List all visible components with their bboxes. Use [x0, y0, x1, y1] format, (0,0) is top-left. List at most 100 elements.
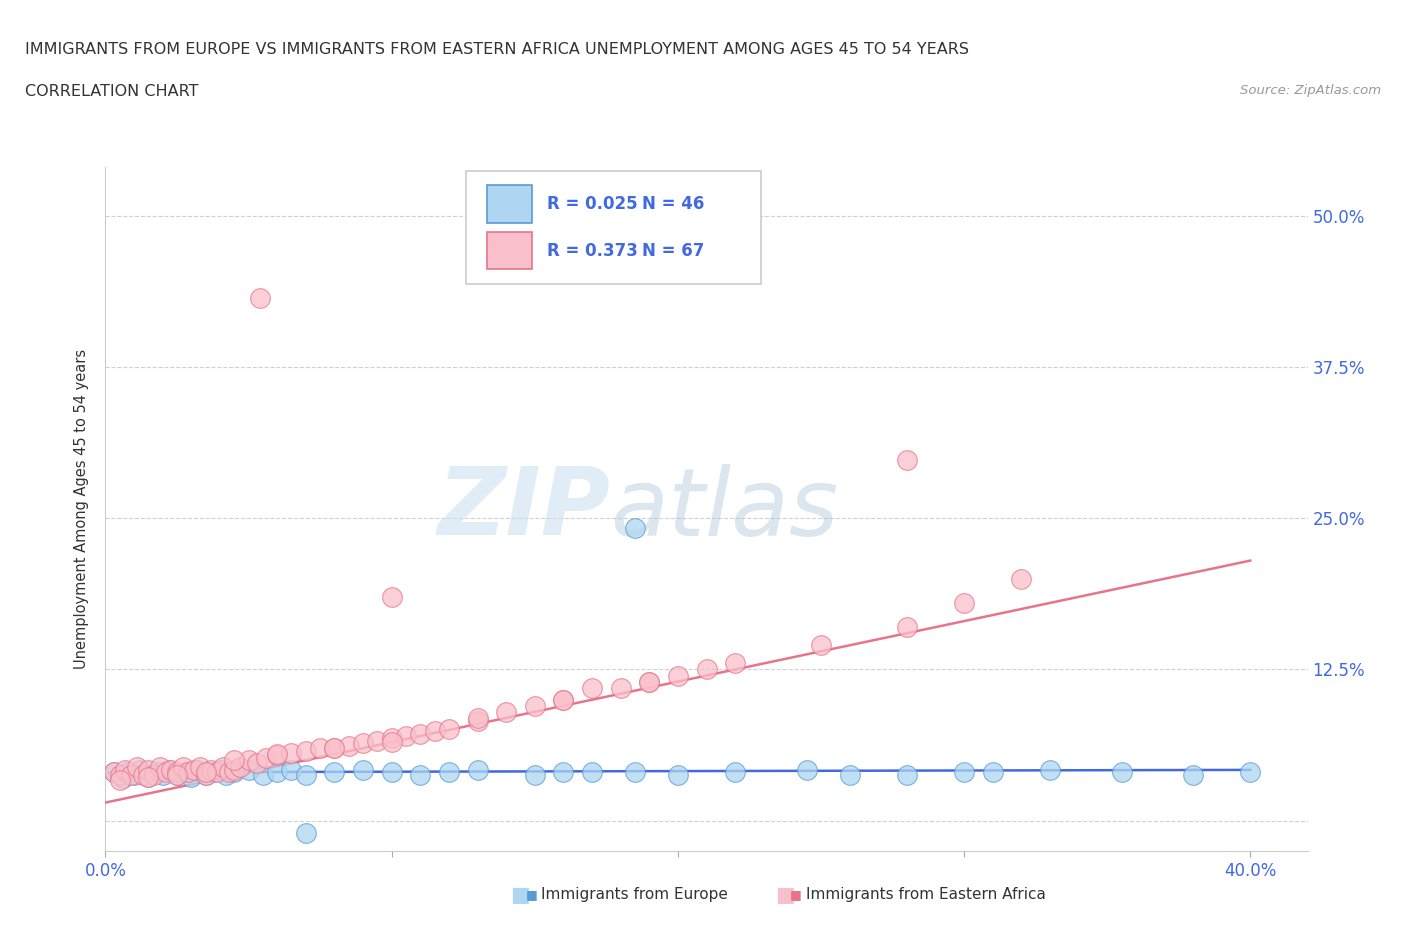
Point [609, 680, 631, 695]
Point [224, 764, 246, 779]
Point [194, 767, 217, 782]
Point [724, 764, 747, 779]
Point [896, 767, 918, 782]
Point [437, 722, 460, 737]
Point [309, 740, 332, 755]
Point [183, 763, 205, 777]
Point [111, 771, 134, 786]
Text: ZIP: ZIP [437, 463, 610, 555]
Point [796, 763, 818, 777]
Point [638, 674, 661, 689]
Point [120, 767, 142, 782]
Point [724, 656, 747, 671]
Point [157, 763, 180, 777]
Point [553, 692, 575, 707]
Point [624, 764, 647, 779]
Point [238, 752, 260, 767]
FancyBboxPatch shape [465, 171, 761, 284]
Point [1010, 571, 1032, 586]
Point [323, 740, 346, 755]
Point [152, 767, 174, 782]
Point [581, 764, 603, 779]
Text: atlas: atlas [610, 464, 838, 554]
Point [186, 763, 208, 777]
Point [366, 734, 388, 749]
Point [246, 755, 269, 770]
Text: N = 46: N = 46 [641, 195, 704, 213]
Point [1182, 767, 1205, 782]
Text: R = 0.025: R = 0.025 [547, 195, 637, 213]
Point [214, 767, 236, 782]
Point [166, 764, 188, 779]
Point [953, 595, 976, 610]
Text: Immigrants from Europe: Immigrants from Europe [541, 887, 728, 902]
Text: R = 0.373: R = 0.373 [547, 242, 637, 259]
Point [266, 747, 288, 762]
Point [266, 764, 288, 779]
Text: IMMIGRANTS FROM EUROPE VS IMMIGRANTS FROM EASTERN AFRICA UNEMPLOYMENT AMONG AGES: IMMIGRANTS FROM EUROPE VS IMMIGRANTS FRO… [25, 42, 969, 57]
Point [205, 764, 228, 779]
Point [896, 453, 918, 468]
Point [352, 736, 374, 751]
Point [896, 619, 918, 634]
Point [381, 764, 404, 779]
Point [437, 764, 460, 779]
Point [146, 764, 169, 779]
Point [467, 714, 489, 729]
Point [188, 760, 211, 775]
FancyBboxPatch shape [486, 232, 533, 270]
Text: ■: ■ [790, 888, 801, 901]
Point [696, 662, 718, 677]
Point [208, 763, 231, 777]
Point [337, 738, 360, 753]
Point [323, 764, 346, 779]
Point [108, 772, 131, 787]
Point [352, 763, 374, 777]
Point [200, 763, 222, 777]
Point [495, 704, 517, 719]
Point [174, 764, 197, 779]
Point [224, 752, 246, 767]
Point [523, 767, 546, 782]
Point [117, 764, 139, 779]
Text: CORRELATION CHART: CORRELATION CHART [25, 84, 198, 99]
FancyBboxPatch shape [486, 185, 533, 222]
Point [218, 764, 240, 779]
Point [103, 764, 125, 779]
Point [149, 760, 172, 775]
Point [108, 767, 131, 782]
Point [194, 767, 217, 782]
Point [423, 724, 446, 738]
Point [280, 746, 302, 761]
Point [252, 767, 274, 782]
Point [114, 763, 136, 777]
Point [138, 770, 160, 785]
Point [381, 590, 404, 604]
Point [666, 767, 689, 782]
Text: ■: ■ [775, 884, 794, 905]
Point [238, 763, 260, 777]
Point [138, 770, 160, 785]
Point [280, 763, 302, 777]
Point [138, 763, 160, 777]
Point [581, 680, 603, 695]
Point [409, 767, 432, 782]
Point [122, 767, 145, 782]
Point [395, 728, 418, 743]
Point [467, 763, 489, 777]
Point [211, 760, 233, 775]
Point [523, 698, 546, 713]
Point [295, 767, 318, 782]
Point [128, 763, 150, 777]
Point [953, 764, 976, 779]
Point [624, 521, 647, 536]
Point [172, 760, 194, 775]
Point [125, 760, 148, 775]
Point [295, 825, 318, 840]
Point [409, 726, 432, 741]
Point [381, 735, 404, 750]
Point [553, 692, 575, 707]
Text: Immigrants from Eastern Africa: Immigrants from Eastern Africa [806, 887, 1046, 902]
Point [838, 767, 860, 782]
Point [381, 731, 404, 746]
